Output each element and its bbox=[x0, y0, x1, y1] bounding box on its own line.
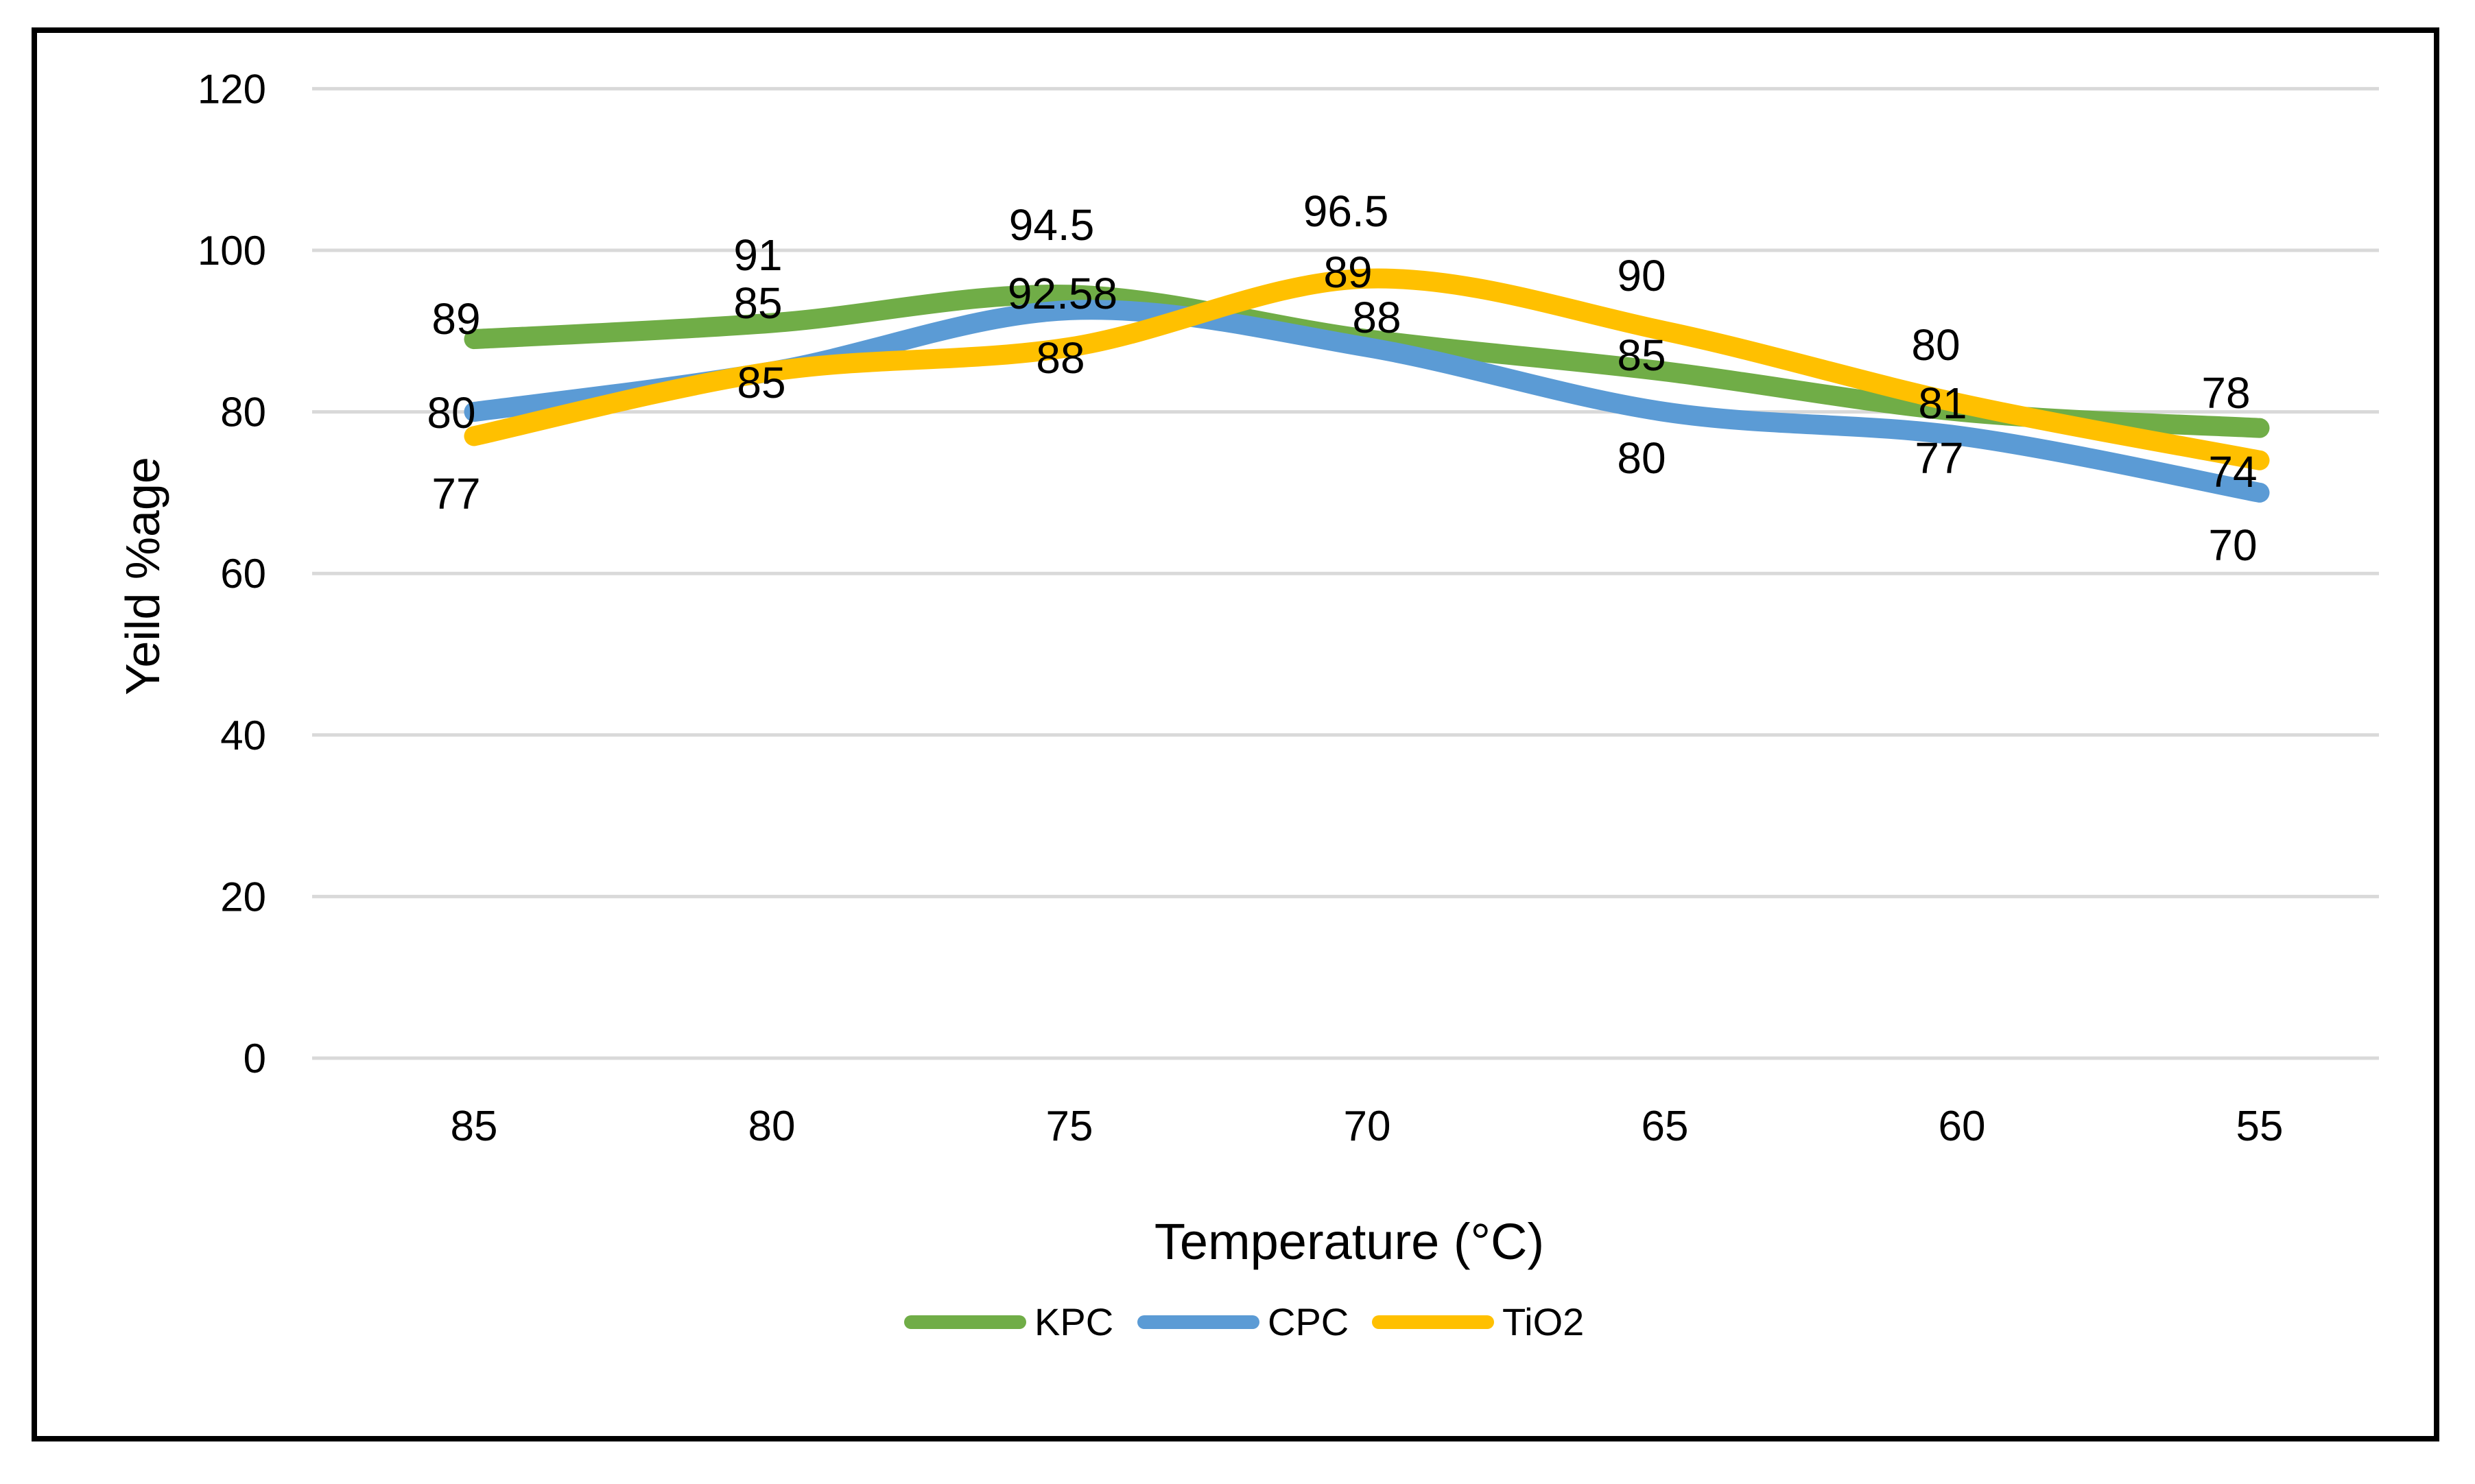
data-label-cpc: 80 bbox=[1617, 433, 1666, 483]
legend-label-cpc: CPC bbox=[1268, 1300, 1349, 1343]
y-tick-label: 60 bbox=[220, 551, 266, 597]
legend-swatch-cpc bbox=[1137, 1315, 1259, 1329]
data-label-tio2: 77 bbox=[431, 469, 480, 518]
data-label-kpc: 91 bbox=[733, 230, 782, 280]
data-label-kpc: 89 bbox=[1323, 248, 1372, 297]
data-label-cpc: 70 bbox=[2208, 520, 2257, 570]
y-tick-label: 20 bbox=[220, 874, 266, 920]
legend-swatch-tio2 bbox=[1372, 1315, 1494, 1329]
x-tick-label: 85 bbox=[451, 1103, 498, 1150]
data-label-tio2: 81 bbox=[1918, 379, 1967, 428]
data-label-cpc: 80 bbox=[427, 388, 475, 438]
legend-item-cpc: CPC bbox=[1137, 1298, 1349, 1346]
data-label-tio2: 90 bbox=[1617, 251, 1666, 300]
data-label-kpc: 85 bbox=[1617, 331, 1666, 380]
y-axis-title: Yeild %age bbox=[116, 457, 169, 695]
x-tick-label: 70 bbox=[1344, 1103, 1391, 1150]
legend-label-tio2: TiO2 bbox=[1502, 1300, 1585, 1343]
legend-item-tio2: TiO2 bbox=[1372, 1298, 1584, 1346]
x-tick-label: 60 bbox=[1939, 1103, 1986, 1150]
x-tick-label: 55 bbox=[2236, 1103, 2284, 1150]
x-axis-title: Temperature (°C) bbox=[1154, 1213, 1545, 1270]
y-tick-label: 0 bbox=[244, 1036, 266, 1081]
data-label-cpc: 88 bbox=[1352, 293, 1401, 342]
y-tick-label: 120 bbox=[198, 66, 266, 112]
data-label-tio2: 96.5 bbox=[1303, 187, 1389, 236]
y-tick-label: 100 bbox=[198, 228, 266, 274]
data-label-kpc: 89 bbox=[431, 294, 480, 344]
data-label-cpc: 77 bbox=[1915, 433, 1963, 483]
data-label-cpc: 85 bbox=[733, 278, 782, 328]
data-label-cpc: 92.58 bbox=[1008, 269, 1117, 318]
legend-item-kpc: KPC bbox=[904, 1298, 1113, 1346]
data-label-kpc: 78 bbox=[2201, 368, 2250, 418]
legend-label-kpc: KPC bbox=[1034, 1300, 1114, 1343]
data-label-tio2: 74 bbox=[2208, 447, 2257, 496]
x-tick-label: 80 bbox=[748, 1103, 796, 1150]
y-tick-label: 80 bbox=[220, 390, 266, 435]
legend-swatch-kpc bbox=[904, 1315, 1026, 1329]
series-line-tio2 bbox=[464, 268, 2270, 470]
x-tick-label: 65 bbox=[1642, 1103, 1689, 1150]
data-label-kpc: 80 bbox=[1911, 320, 1960, 370]
data-label-kpc: 94.5 bbox=[1009, 200, 1095, 250]
chart-border bbox=[32, 27, 2439, 1441]
data-label-tio2: 88 bbox=[1036, 333, 1085, 383]
data-label-tio2: 85 bbox=[737, 358, 785, 407]
x-tick-label: 75 bbox=[1046, 1103, 1093, 1150]
y-tick-label: 40 bbox=[220, 713, 266, 758]
